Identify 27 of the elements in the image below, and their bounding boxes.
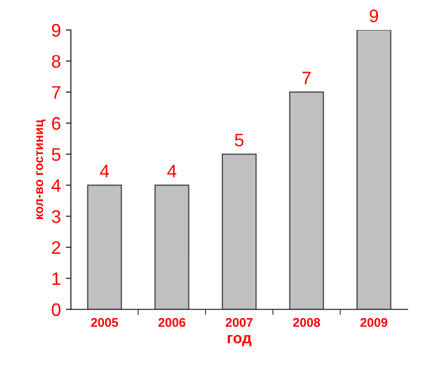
x-axis-title: год bbox=[228, 334, 252, 346]
y-tick-label: 7 bbox=[52, 86, 60, 99]
bar bbox=[87, 184, 122, 310]
data-label: 9 bbox=[370, 9, 378, 22]
y-tick-label: 1 bbox=[52, 272, 60, 285]
y-axis-title: кол-во гостиниц bbox=[36, 120, 46, 219]
bar bbox=[356, 30, 392, 310]
bar bbox=[289, 92, 324, 310]
bar bbox=[154, 184, 190, 310]
x-tick-label: 2007 bbox=[226, 318, 253, 327]
y-tick-label: 3 bbox=[52, 210, 60, 223]
x-tick-label: 2008 bbox=[293, 318, 320, 327]
data-label: 7 bbox=[302, 72, 311, 84]
x-tick-label: 2006 bbox=[158, 318, 186, 327]
x-tick-label: 2005 bbox=[91, 318, 118, 327]
data-label: 4 bbox=[100, 164, 110, 178]
data-label: 4 bbox=[167, 164, 176, 178]
y-tick-label: 0 bbox=[52, 303, 60, 316]
y-tick-label: 4 bbox=[52, 179, 61, 192]
y-tick-label: 2 bbox=[52, 241, 60, 254]
y-tick-label: 6 bbox=[52, 117, 60, 130]
y-tick-label: 8 bbox=[52, 54, 60, 68]
x-tick-label: 2009 bbox=[360, 318, 388, 327]
y-tick-label: 5 bbox=[52, 148, 60, 161]
y-tick-label: 9 bbox=[52, 24, 60, 37]
bar bbox=[222, 154, 257, 310]
data-label: 5 bbox=[234, 134, 244, 146]
